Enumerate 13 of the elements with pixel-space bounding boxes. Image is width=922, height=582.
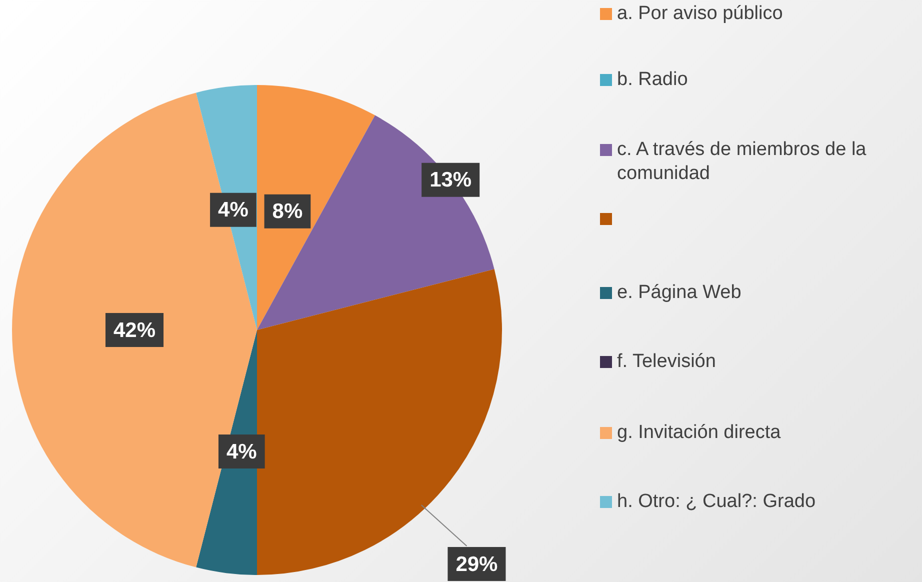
data-label: 4% [226, 440, 258, 464]
data-label: 4% [218, 198, 249, 222]
legend-label: a. Por aviso público [617, 2, 783, 26]
legend-label: h. Otro: ¿ Cual?: Grado [617, 490, 816, 514]
legend-label: c. A través de miembros de la comunidad [617, 138, 868, 186]
legend-label: e. Página Web [617, 281, 742, 305]
legend-label: g. Invitación directa [617, 421, 781, 445]
data-label: 29% [456, 552, 498, 576]
legend-label: f. Televisión [617, 350, 716, 374]
legend-label: b. Radio [617, 68, 688, 92]
data-label: 8% [272, 200, 303, 224]
data-label: 42% [113, 318, 156, 342]
data-label: 13% [430, 168, 472, 192]
